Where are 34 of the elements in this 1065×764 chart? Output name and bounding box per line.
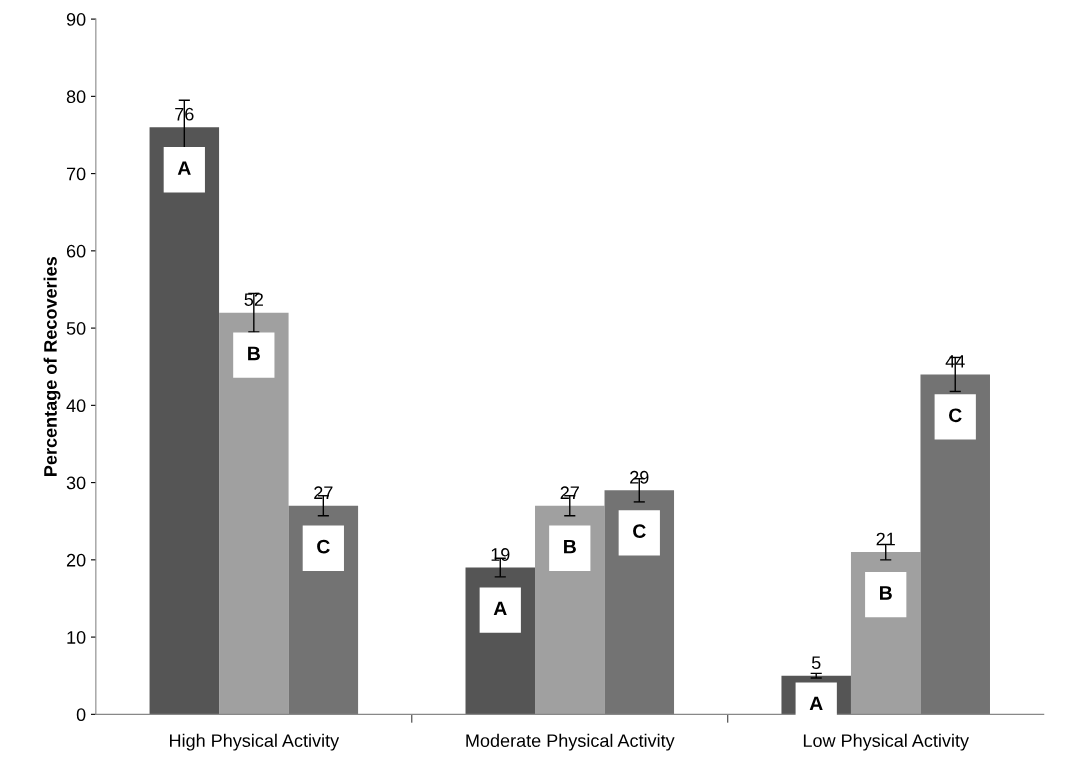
x-tick-label: Low Physical Activity xyxy=(803,733,969,751)
x-tick-label: High Physical Activity xyxy=(170,733,340,751)
bar xyxy=(920,374,990,715)
data-label: 29 xyxy=(630,470,649,484)
y-tick-label: 30 xyxy=(66,476,86,490)
data-label: 5 xyxy=(811,656,821,670)
y-tick-label: 80 xyxy=(66,90,86,104)
x-tick-label: Moderate Physical Activity xyxy=(466,733,675,751)
text: B xyxy=(564,539,576,554)
series-label: A xyxy=(809,696,823,711)
y-tick-label: 20 xyxy=(66,553,86,567)
text: A xyxy=(493,601,507,616)
bar xyxy=(604,490,675,715)
y-tick-label: 60 xyxy=(66,244,86,258)
y-tick-label: 0 xyxy=(76,708,86,722)
text: C xyxy=(633,524,646,539)
bar xyxy=(149,127,220,715)
text: A xyxy=(177,161,191,175)
series-label: C xyxy=(317,539,330,554)
text: C xyxy=(949,408,962,423)
data-label: 27 xyxy=(560,486,579,499)
y-tick-label: 40 xyxy=(66,399,86,413)
bar xyxy=(535,505,605,715)
y-tick-label: 50 xyxy=(66,322,86,335)
bar xyxy=(219,312,289,715)
data-label: 27 xyxy=(314,486,333,499)
y-tick-label: 10 xyxy=(67,631,86,644)
data-label: 19 xyxy=(491,548,510,561)
series-label: B xyxy=(248,346,260,361)
y-axis-title: Percentage of Recoveries xyxy=(43,257,61,476)
y-tick-label: 90 xyxy=(66,13,86,26)
y-tick-label: 70 xyxy=(66,167,86,181)
text: B xyxy=(880,586,892,600)
bar xyxy=(288,505,359,715)
